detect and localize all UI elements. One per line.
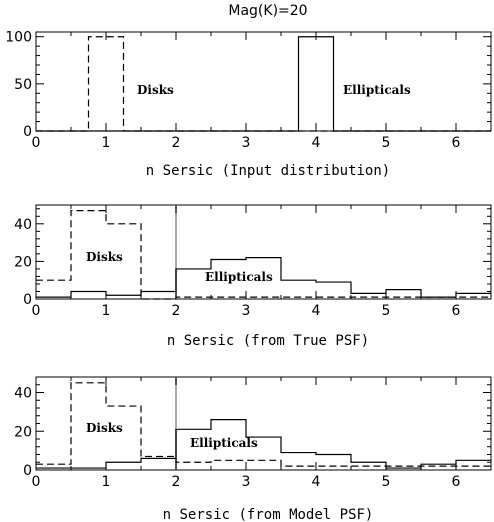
x-axis-label: n Sersic (Input distribution) (146, 163, 390, 179)
x-tick-label: 2 (172, 303, 181, 319)
plot-frame (35, 31, 492, 132)
x-axis-label: n Sersic (from Model PSF) (163, 507, 374, 522)
x-tick-label: 4 (312, 303, 321, 319)
x-tick-label: 3 (242, 474, 251, 490)
histogram-panel-1: 0 1 2 3 4 5 6 0 50 100 Disks Ellipticals n Sersic (I… (5, 30, 492, 179)
histogram-ellipticals (36, 419, 491, 469)
histogram-ellipticals (36, 257, 491, 298)
histogram-ellipticals (36, 36, 491, 132)
x-tick-label: 4 (312, 135, 321, 151)
x-tick-label: 4 (312, 474, 321, 490)
histogram-panel-2: 0 1 2 3 4 5 6 0 20 40 Disks Ellipticals n Sersic (fr… (14, 204, 492, 349)
x-tick-label: 5 (382, 474, 391, 490)
y-tick-label: 0 (23, 463, 32, 479)
x-tick-label: 5 (382, 135, 391, 151)
y-tick-label: 0 (23, 124, 32, 140)
histogram-disks (36, 382, 491, 467)
histogram-disks (36, 36, 491, 132)
x-tick-label: 3 (242, 135, 251, 151)
x-tick-label: 5 (382, 303, 391, 319)
y-tick-label: 0 (23, 292, 32, 308)
annotation-ellipticals: Ellipticals (190, 436, 258, 450)
y-tick-label: 100 (5, 30, 32, 46)
y-tick-label: 20 (14, 254, 32, 270)
y-tick-label: 40 (14, 386, 32, 402)
plot-frame (35, 204, 492, 300)
x-tick-label: 6 (452, 303, 461, 319)
annotation-disks: Disks (86, 421, 123, 435)
x-tick-label: 2 (172, 474, 181, 490)
x-tick-label: 2 (172, 135, 181, 151)
figure-title: Mag(K)=20 (228, 3, 307, 19)
histogram-panel-3: 0 1 2 3 4 5 6 0 20 40 Disks Ellipticals n Sersic (fr… (14, 376, 492, 522)
histogram-disks (36, 210, 491, 300)
y-tick-label: 20 (14, 424, 32, 440)
x-axis-label: n Sersic (from True PSF) (167, 333, 369, 349)
x-tick-label: 6 (452, 474, 461, 490)
x-tick-label: 0 (32, 303, 41, 319)
annotation-disks: Disks (86, 250, 123, 264)
annotation-ellipticals: Ellipticals (205, 270, 273, 284)
x-tick-label: 0 (32, 474, 41, 490)
x-tick-label: 6 (452, 135, 461, 151)
x-tick-label: 3 (242, 303, 251, 319)
annotation-ellipticals: Ellipticals (343, 83, 411, 97)
x-tick-label: 0 (32, 135, 41, 151)
x-tick-label: 1 (102, 135, 111, 151)
x-tick-label: 1 (102, 474, 111, 490)
y-tick-label: 50 (14, 77, 32, 93)
y-tick-label: 40 (14, 217, 32, 233)
x-tick-label: 1 (102, 303, 111, 319)
annotation-disks: Disks (137, 83, 174, 97)
